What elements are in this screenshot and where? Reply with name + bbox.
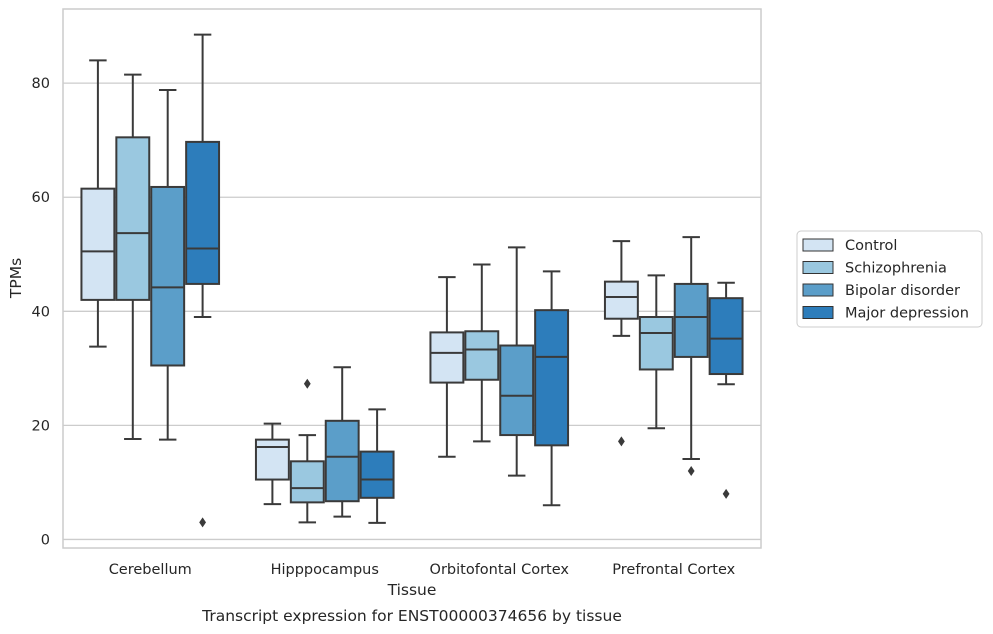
- legend-swatch: [802, 283, 834, 297]
- box-bipolar-disorder: [499, 246, 535, 477]
- plot-frame: [62, 8, 762, 549]
- outlier-point: [199, 517, 206, 528]
- box-body: [254, 438, 290, 481]
- chart-caption: Transcript expression for ENST0000037465…: [201, 607, 622, 625]
- legend-item: Major depression: [802, 306, 969, 322]
- box-control: [603, 240, 639, 447]
- box-body: [359, 450, 395, 499]
- box-body: [115, 136, 151, 301]
- outlier-point: [722, 488, 730, 499]
- legend-swatch: [802, 306, 834, 319]
- box-body: [324, 419, 360, 503]
- outlier-point: [303, 378, 311, 389]
- box-schizophrenia: [638, 274, 674, 430]
- y-tick-label: 60: [32, 190, 50, 206]
- x-tick-label: Hipppocampus: [271, 562, 379, 578]
- box-major-depression: [708, 281, 744, 499]
- outlier-point: [618, 436, 625, 447]
- x-tick-label: Cerebellum: [109, 562, 192, 578]
- legend-item: Control: [802, 238, 897, 254]
- y-tick-label: 20: [32, 418, 50, 434]
- box-schizophrenia: [115, 73, 151, 441]
- box-body: [534, 309, 570, 447]
- box-body: [464, 330, 500, 381]
- legend-label: Bipolar disorder: [845, 283, 960, 299]
- legend-label: Schizophrenia: [845, 261, 947, 277]
- x-tick-labels: Cerebellum Hipppocampus Orbitofontal Corte…: [109, 562, 736, 578]
- y-tick-label: 40: [32, 304, 50, 320]
- box-schizophrenia: [464, 263, 500, 443]
- x-axis-title: Tissue: [387, 581, 437, 599]
- legend-label: Control: [845, 238, 897, 254]
- y-tick-label: 80: [32, 76, 50, 92]
- box-body: [603, 280, 639, 320]
- box-body: [289, 460, 325, 504]
- box-bipolar-disorder: [673, 236, 709, 476]
- legend-item: Schizophrenia: [802, 261, 947, 277]
- box-schizophrenia: [289, 378, 325, 524]
- x-tick-label: Prefrontal Cortex: [612, 562, 735, 578]
- box-control: [254, 422, 290, 506]
- box-body: [185, 140, 221, 285]
- box-body: [638, 316, 674, 371]
- legend-item: Bipolar disorder: [802, 283, 960, 299]
- legend-swatch: [802, 238, 834, 252]
- legend-swatch: [802, 261, 834, 274]
- box-major-depression: [534, 270, 570, 507]
- y-axis-title: TPMs: [7, 258, 25, 299]
- y-tick-labels: 0 20 40 60 80: [32, 76, 50, 548]
- box-bipolar-disorder: [324, 366, 360, 518]
- box-body: [80, 187, 116, 301]
- x-tick-label: Orbitofontal Cortex: [430, 562, 570, 578]
- box-major-depression: [359, 408, 395, 524]
- box-body: [673, 282, 709, 358]
- y-tick-label: 0: [41, 532, 50, 548]
- box-body: [429, 331, 465, 384]
- box-bipolar-disorder: [150, 88, 186, 441]
- outlier-point: [687, 466, 695, 476]
- legend-label: Major depression: [845, 306, 969, 322]
- boxes-layer: [80, 33, 744, 528]
- legend: Control Schizophrenia Bipolar disorder Majo…: [796, 230, 983, 328]
- box-body: [708, 297, 744, 376]
- box-major-depression: [185, 33, 221, 528]
- box-body: [150, 185, 186, 367]
- box-body: [499, 344, 535, 437]
- box-control: [80, 59, 116, 348]
- legend-frame: [796, 230, 983, 328]
- box-control: [429, 276, 465, 458]
